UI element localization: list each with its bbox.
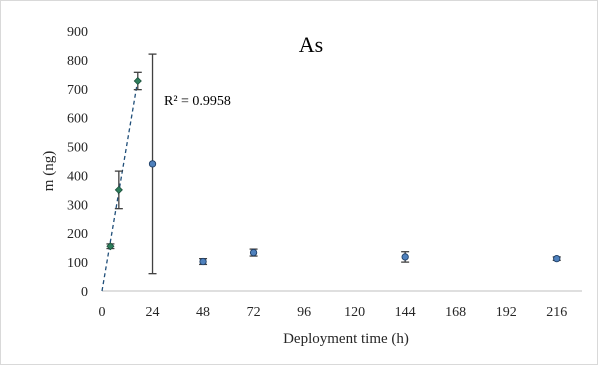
x-tick-label: 144	[395, 305, 416, 320]
data-point-diamond	[106, 242, 115, 251]
r-squared-label: R² = 0.9958	[164, 94, 231, 109]
y-axis-title: m (ng)	[41, 151, 57, 191]
y-tick-label: 500	[67, 141, 88, 156]
y-tick-label: 400	[67, 169, 88, 184]
y-tick-label: 800	[67, 54, 88, 69]
data-point-circle	[249, 248, 258, 257]
trendline	[101, 80, 139, 292]
y-tick-label: 0	[81, 285, 88, 300]
x-tick-label: 120	[344, 305, 365, 320]
y-tick-label: 700	[67, 83, 88, 98]
y-tick-label: 900	[67, 25, 88, 40]
x-axis-title: Deployment time (h)	[283, 331, 409, 347]
y-tick-label: 300	[67, 198, 88, 213]
axes-layer: 0 100 200 300 400 500 600 700 800 900 0 24 48 72 96 120…	[67, 25, 582, 320]
y-tick-label: 100	[67, 256, 88, 271]
data-layer	[106, 53, 561, 275]
x-tick-label: 168	[445, 305, 466, 320]
x-tick-label: 48	[196, 305, 210, 320]
x-tick-label: 192	[496, 305, 517, 320]
x-tick-label: 24	[146, 305, 160, 320]
x-tick-label: 96	[297, 305, 311, 320]
data-point-diamond	[114, 185, 123, 194]
x-tick-label: 0	[99, 305, 106, 320]
trendline-layer	[101, 80, 139, 292]
data-point-circle	[553, 254, 561, 263]
x-tick-label: 72	[247, 305, 261, 320]
data-point-circle	[401, 253, 409, 261]
y-tick-label: 200	[67, 227, 88, 242]
data-point-diamond	[133, 76, 142, 86]
y-tick-label: 600	[67, 112, 88, 127]
chart-title: As	[299, 32, 323, 57]
data-point-circle	[199, 257, 207, 266]
x-tick-label: 216	[546, 305, 567, 320]
data-point-circle	[148, 160, 157, 168]
